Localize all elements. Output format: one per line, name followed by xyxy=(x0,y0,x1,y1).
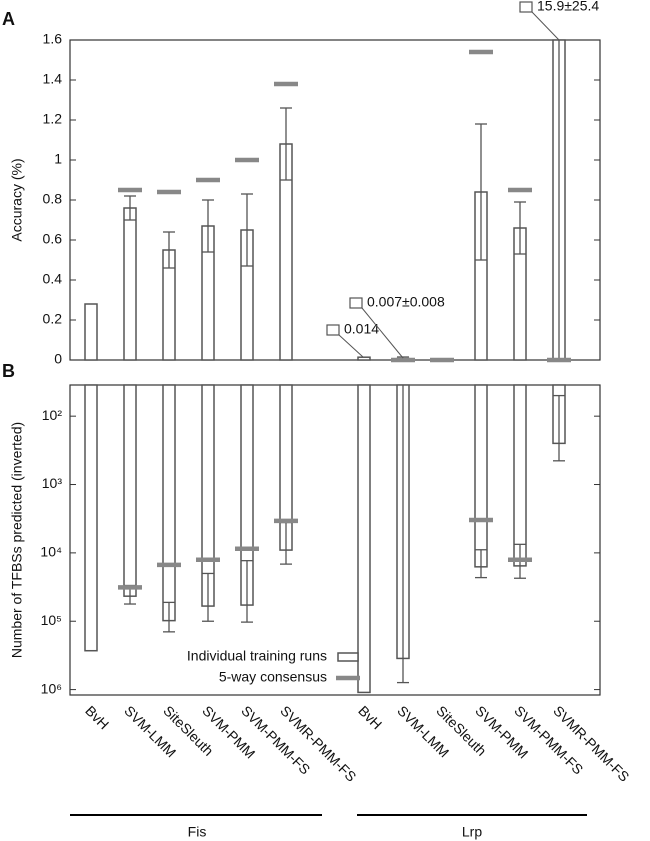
y-tick-label: 0.4 xyxy=(43,271,63,287)
y-axis-label: Accuracy (%) xyxy=(9,158,25,241)
x-tick-label: SVM-PMM-FS xyxy=(238,702,313,777)
bar xyxy=(162,384,176,622)
annotation-box xyxy=(326,324,340,336)
y-tick-label: 10⁴ xyxy=(40,544,62,560)
annotation-box xyxy=(519,1,533,13)
y-tick-label: 10² xyxy=(42,407,63,423)
y-tick-label: 10⁵ xyxy=(41,612,62,628)
y-tick-label: 1.2 xyxy=(43,111,63,127)
group-label: Lrp xyxy=(462,824,482,840)
x-tick-label: BvH xyxy=(82,702,112,732)
bar xyxy=(474,384,488,568)
x-tick-label: SVM-PMM-FS xyxy=(511,702,586,777)
y-tick-label: 0 xyxy=(54,351,62,367)
plot-frame xyxy=(69,384,601,696)
y-tick-label: 0.6 xyxy=(43,231,63,247)
annotation-leader xyxy=(531,11,560,41)
y-tick-label: 0.8 xyxy=(43,191,63,207)
annotation-leader xyxy=(361,307,404,359)
bar xyxy=(513,384,527,567)
bar xyxy=(84,384,98,652)
panel-label: B xyxy=(2,361,15,381)
group-label: Fis xyxy=(188,824,207,840)
y-tick-label: 1 xyxy=(54,151,62,167)
annotation-box xyxy=(349,297,363,309)
y-tick-label: 1.4 xyxy=(43,71,63,87)
panel-label: A xyxy=(2,9,15,29)
annotation: 15.9±25.4 xyxy=(537,0,599,14)
x-tick-label: BvH xyxy=(355,702,385,732)
legend-label: 5-way consensus xyxy=(219,669,327,685)
y-axis-label: Number of TFBSs predicted (inverted) xyxy=(9,422,25,658)
bar xyxy=(123,384,137,597)
y-tick-label: 10⁶ xyxy=(41,680,62,696)
annotation-leader xyxy=(338,334,364,358)
bar xyxy=(357,356,371,361)
y-tick-label: 0.2 xyxy=(43,311,63,327)
legend-label: Individual training runs xyxy=(187,648,327,664)
bar xyxy=(357,384,371,694)
bar xyxy=(123,207,137,361)
y-tick-label: 1.6 xyxy=(43,31,63,47)
bar xyxy=(84,303,98,361)
legend-swatch xyxy=(337,652,359,662)
annotation: 0.014 xyxy=(344,321,379,337)
y-tick-label: 10³ xyxy=(42,475,63,491)
annotation: 0.007±0.008 xyxy=(367,294,445,310)
